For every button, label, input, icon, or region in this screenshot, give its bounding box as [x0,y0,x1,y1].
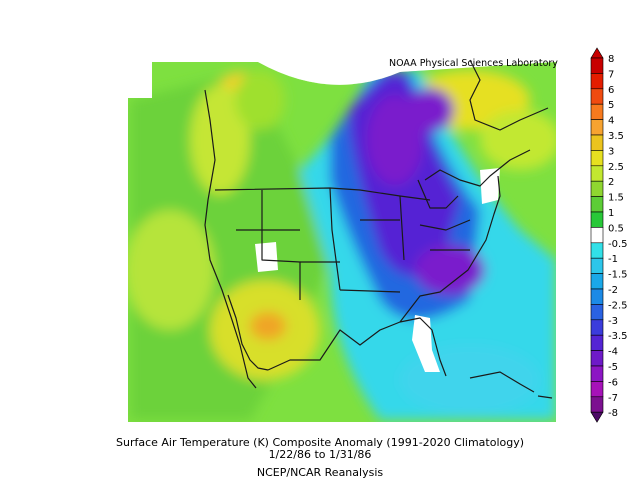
legend-tick-label: -3 [608,316,618,327]
legend-tick-label: -7 [608,393,618,404]
legend-swatch [590,196,604,213]
legend-swatch [590,119,604,136]
legend-tick-label: 1.5 [608,193,624,204]
legend-swatch [590,381,604,398]
legend-swatch [590,88,604,105]
legend-tick-label: -2 [608,285,618,296]
legend-swatch [590,273,604,290]
legend-swatch [590,334,604,351]
legend-tick-label: 6 [608,85,614,96]
legend-tick-label: 2 [608,177,614,188]
legend-tick-label: -2.5 [608,300,628,311]
legend-swatch [590,57,604,74]
legend-swatch [590,134,604,151]
legend-swatches [590,47,604,423]
legend-swatch [590,227,604,244]
caribbean-islands [469,371,553,399]
legend-tick-label: -8 [608,408,618,419]
legend-tick-label: -3.5 [608,331,628,342]
legend-swatch [590,304,604,321]
legend-swatch [590,257,604,274]
date-range: 1/22/86 to 1/31/86 [268,448,372,461]
legend-swatch [590,288,604,305]
legend-tick-label: 0.5 [608,223,624,234]
legend-tick-label: 5 [608,100,614,111]
legend-arrow-top [590,47,604,59]
legend-tick-label: -5 [608,362,618,373]
legend-arrow-bottom [590,411,604,423]
source-label: NCEP/NCAR Reanalysis [256,466,384,479]
legend-swatch [590,319,604,336]
legend-swatch [590,211,604,228]
legend-swatch [590,165,604,182]
map-outline [204,59,549,389]
legend-tick-label: -6 [608,377,618,388]
legend-tick-label: -1.5 [608,270,628,281]
legend-labels: 8 7 6 5 4 3.5 3 2.5 2 1.5 1 0.5 -0.5 -1 -1.5 -2 -2.5 -3 -3… [608,54,628,419]
legend-tick-label: 7 [608,69,614,80]
legend-swatch [590,350,604,367]
legend-tick-label: 2.5 [608,162,624,173]
legend-swatch [590,73,604,90]
credit-label: NOAA Physical Sciences Laboratory [389,58,558,69]
anomaly-field [128,62,556,422]
legend-tick-label: -0.5 [608,239,628,250]
legend-swatch [590,180,604,197]
legend-tick-label: 3.5 [608,131,624,142]
legend-tick-label: 4 [608,116,614,127]
legend-tick-label: 8 [608,54,614,65]
legend-tick-label: 1 [608,208,614,219]
legend-tick-label: -1 [608,254,618,265]
legend-swatch [590,396,604,413]
map-title: Surface Air Temperature (K) Composite An… [115,436,525,449]
legend-tick-label: -4 [608,347,618,358]
legend-swatch [590,150,604,167]
legend-tick-label: 3 [608,146,614,157]
legend-swatch [590,365,604,382]
legend-swatch [590,103,604,120]
legend-swatch [590,242,604,259]
